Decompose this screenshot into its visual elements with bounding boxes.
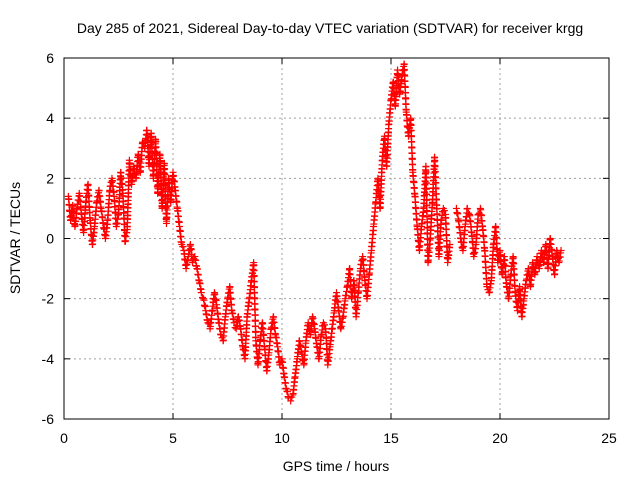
y-tick-label: 2 [46,170,54,186]
x-tick-label: 10 [274,430,290,446]
data-points [64,60,565,405]
x-tick-label: 0 [60,430,68,446]
data-point [197,289,205,297]
y-tick-label: 0 [46,231,54,247]
data-point [287,397,295,405]
data-point [440,207,448,215]
axis-ticks: 0 5 10 15 20 25 -6 -4 -2 0 2 4 6 [42,50,617,446]
data-point [179,243,187,251]
y-axis-label: SDTVAR / TECUs [7,182,23,294]
grid [64,58,609,419]
x-axis-label: GPS time / hours [283,458,390,474]
y-tick-label: 4 [46,110,54,126]
y-tick-label: -2 [42,291,55,307]
chart-title: Day 285 of 2021, Sidereal Day-to-day VTE… [77,20,583,36]
y-tick-label: 6 [46,50,54,66]
data-point [483,283,491,291]
x-tick-label: 15 [383,430,399,446]
y-tick-label: -6 [42,411,55,427]
data-point [463,204,471,212]
x-tick-label: 25 [601,430,617,446]
data-point [446,241,454,249]
data-point [557,247,565,255]
y-tick-label: -4 [42,351,55,367]
x-tick-label: 20 [492,430,508,446]
data-point [321,321,329,329]
x-tick-label: 5 [169,430,177,446]
